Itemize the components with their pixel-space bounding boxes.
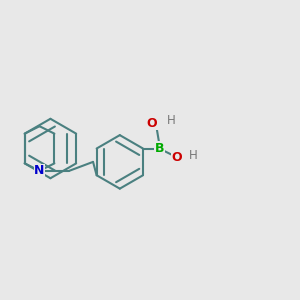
Text: N: N	[34, 164, 45, 177]
Text: O: O	[147, 117, 157, 130]
Text: H: H	[189, 149, 198, 162]
Text: H: H	[167, 114, 176, 127]
Text: B: B	[154, 142, 164, 155]
Text: O: O	[172, 151, 182, 164]
